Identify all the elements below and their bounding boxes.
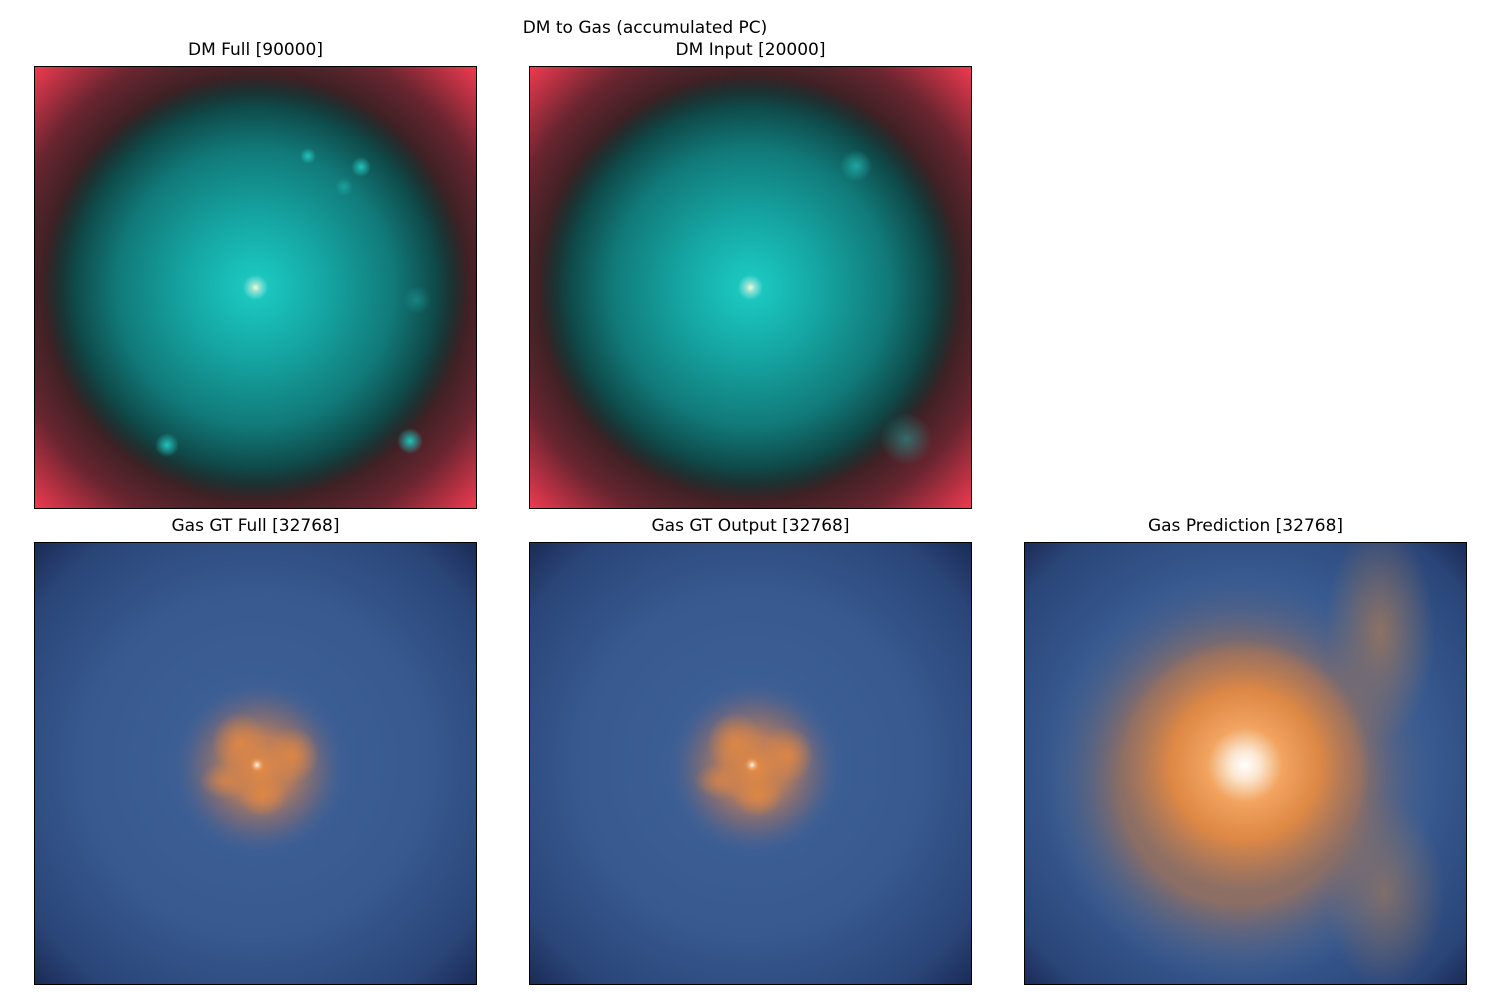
gas-prediction-image [1025, 543, 1466, 984]
image-plot [34, 66, 477, 509]
panel-title: Gas Prediction [32768] [1147, 516, 1344, 536]
image-plot [529, 66, 972, 509]
panel-title: Gas GT Output [32768] [651, 516, 850, 536]
panel-title: DM Input [20000] [675, 40, 826, 60]
dm-input-image [530, 67, 971, 508]
gas-gt-output-image [530, 543, 971, 984]
figure-title: DM to Gas (accumulated PC) [522, 18, 768, 38]
image-plot [34, 542, 477, 985]
panel-title: DM Full [90000] [188, 40, 323, 60]
dm-full-image [35, 67, 476, 508]
image-plot [1024, 542, 1467, 985]
image-plot [529, 542, 972, 985]
panel-title: Gas GT Full [32768] [171, 516, 340, 536]
gas-gt-full-image [35, 543, 476, 984]
